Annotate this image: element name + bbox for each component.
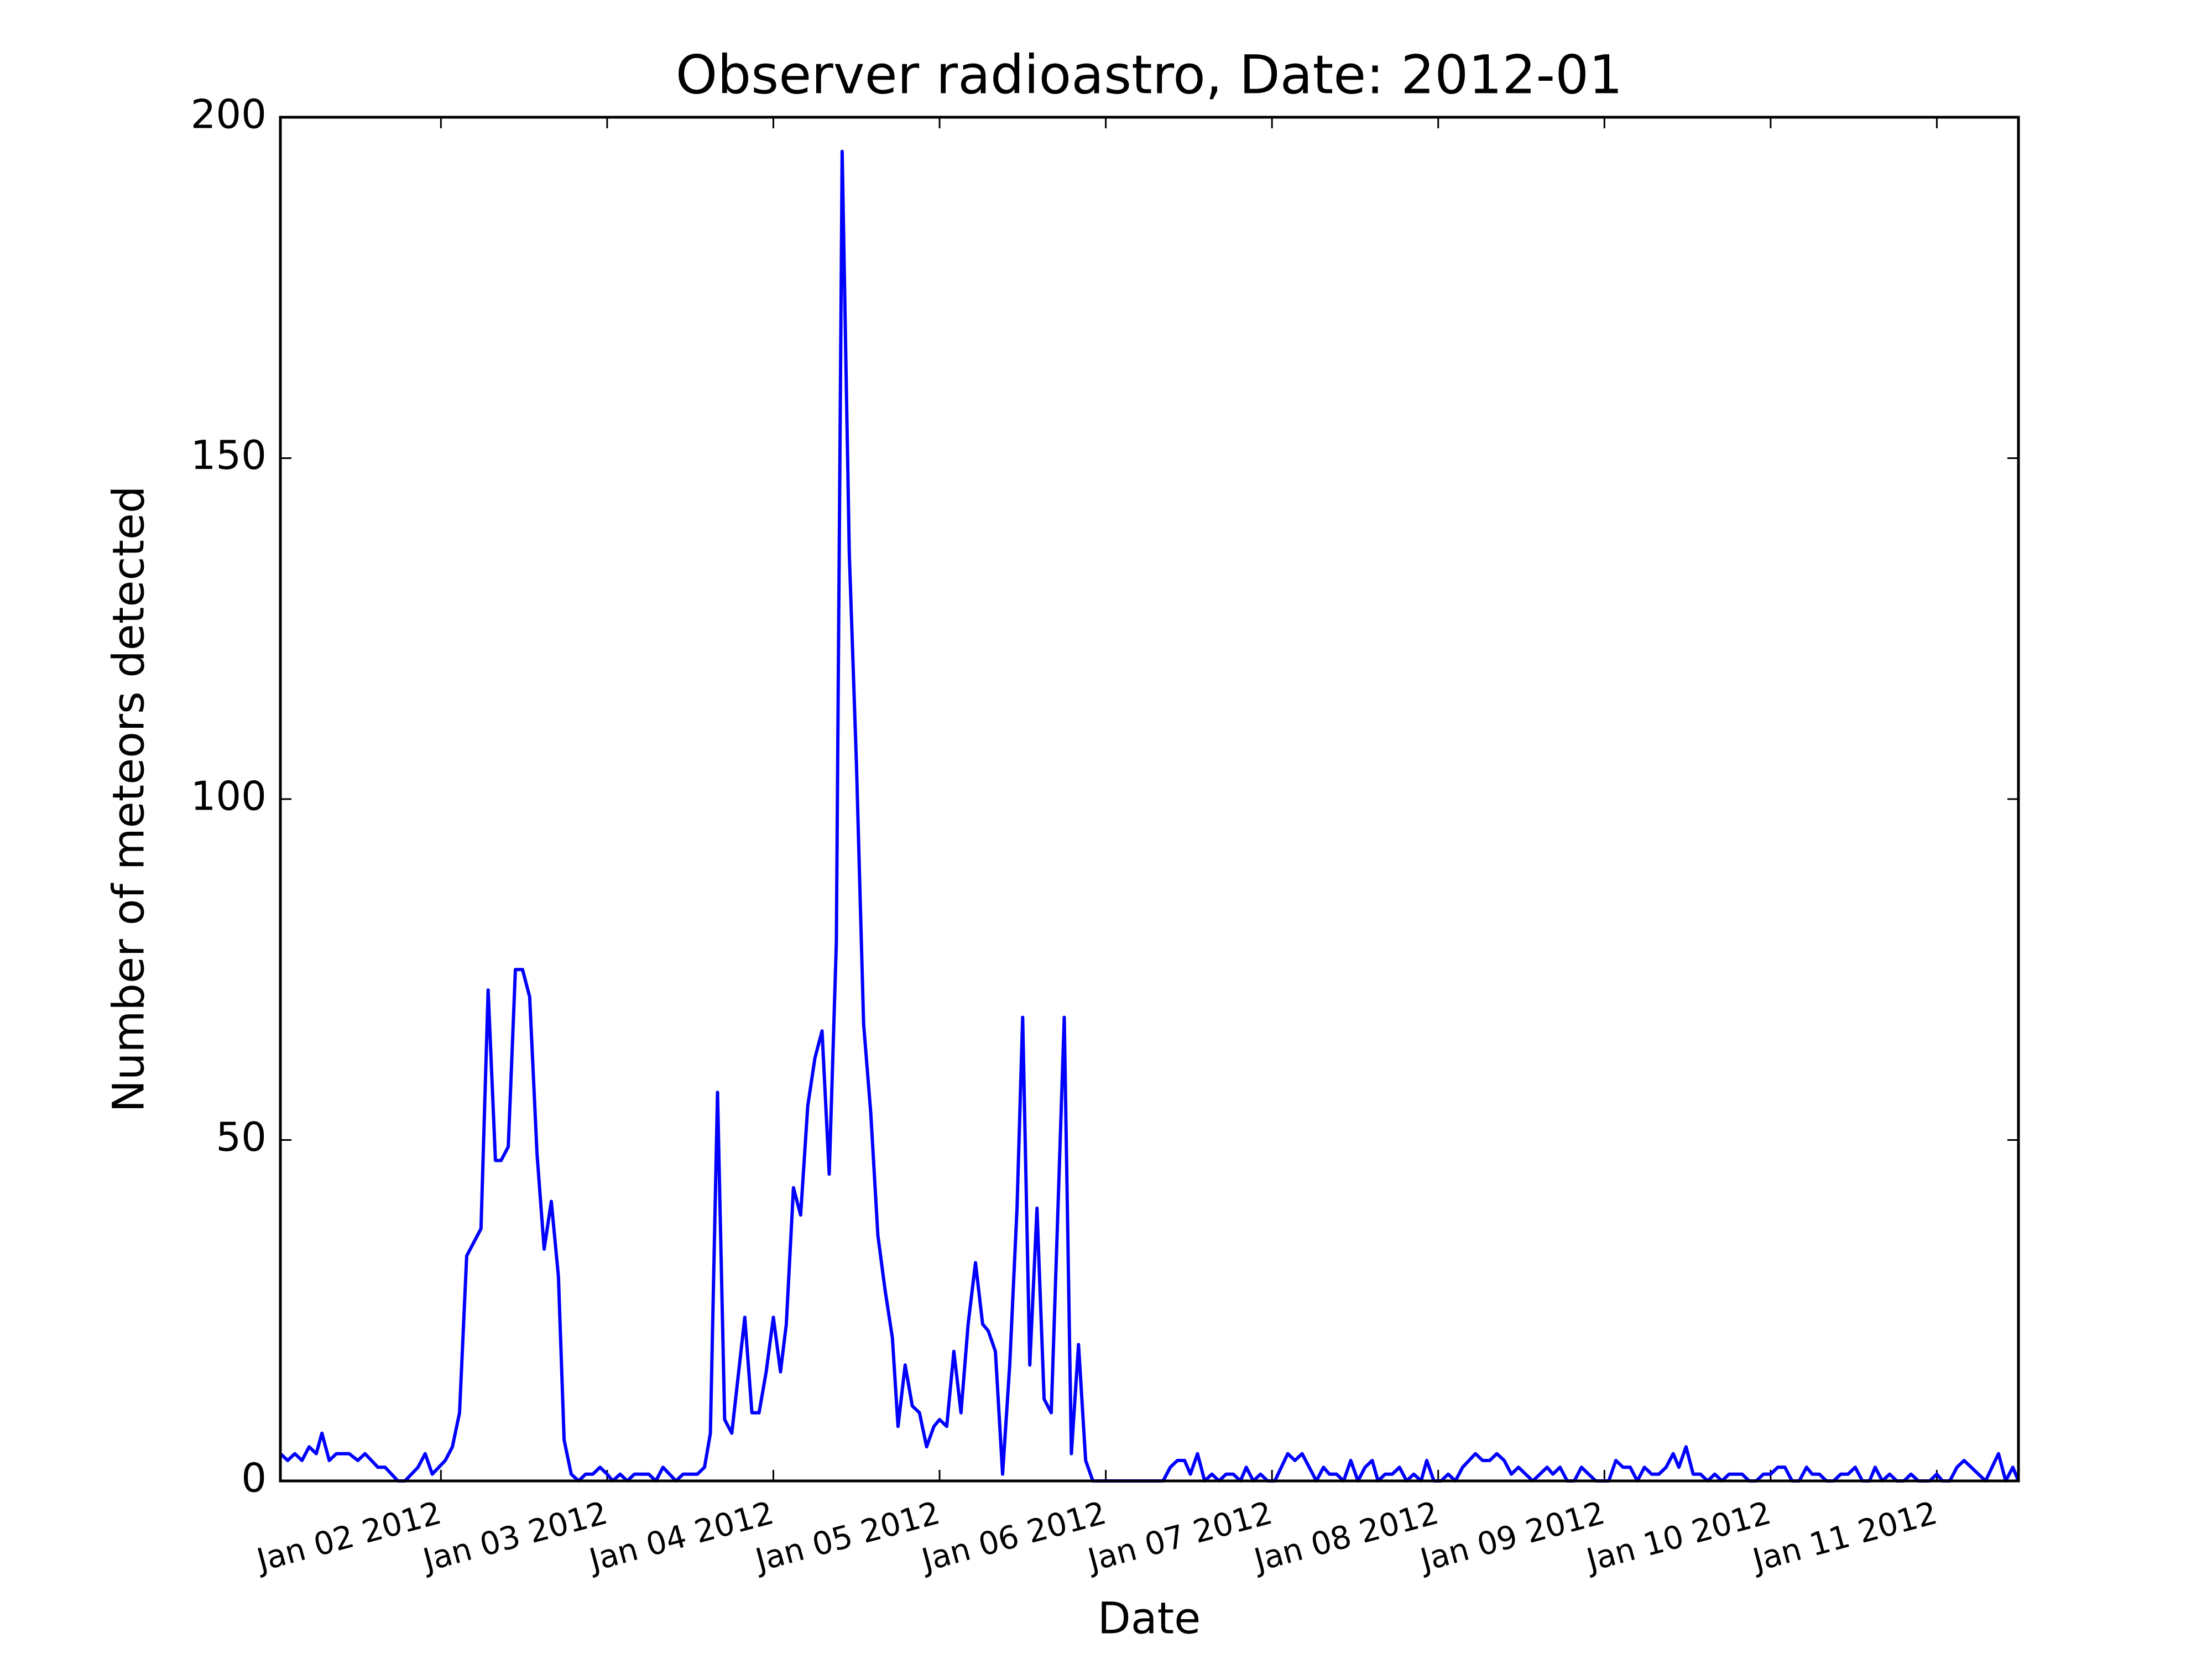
data-line [279,149,2020,1483]
y-tick-label: 100 [191,773,267,820]
y-tick-label: 50 [216,1114,267,1160]
y-tick-label: 0 [241,1455,267,1501]
y-tick-label: 150 [191,432,267,478]
x-axis-label: Date [1098,1594,1201,1644]
y-axis-label: Number of meteors detected [104,486,154,1113]
y-tick-label: 200 [191,91,267,138]
chart-title: Observer radioastro, Date: 2012-01 [676,44,1623,106]
plot-frame [279,116,2020,1483]
